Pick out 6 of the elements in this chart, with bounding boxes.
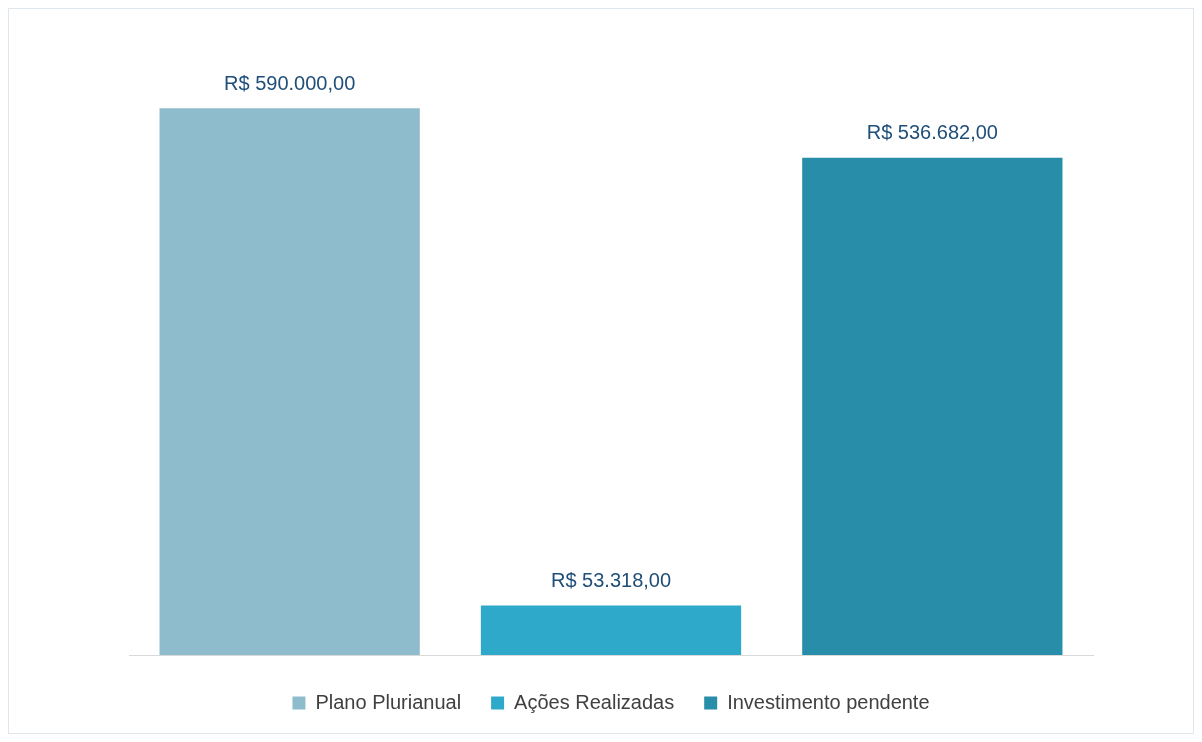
data-label: R$ 590.000,00 xyxy=(224,71,356,94)
legend-label: Plano Plurianual xyxy=(315,690,462,713)
data-label: R$ 53.318,00 xyxy=(550,569,672,592)
data-label: R$ 536.682,00 xyxy=(866,121,998,144)
legend-label: Ações Realizadas xyxy=(514,690,675,713)
legend-label: Investimento pendente xyxy=(727,690,930,713)
